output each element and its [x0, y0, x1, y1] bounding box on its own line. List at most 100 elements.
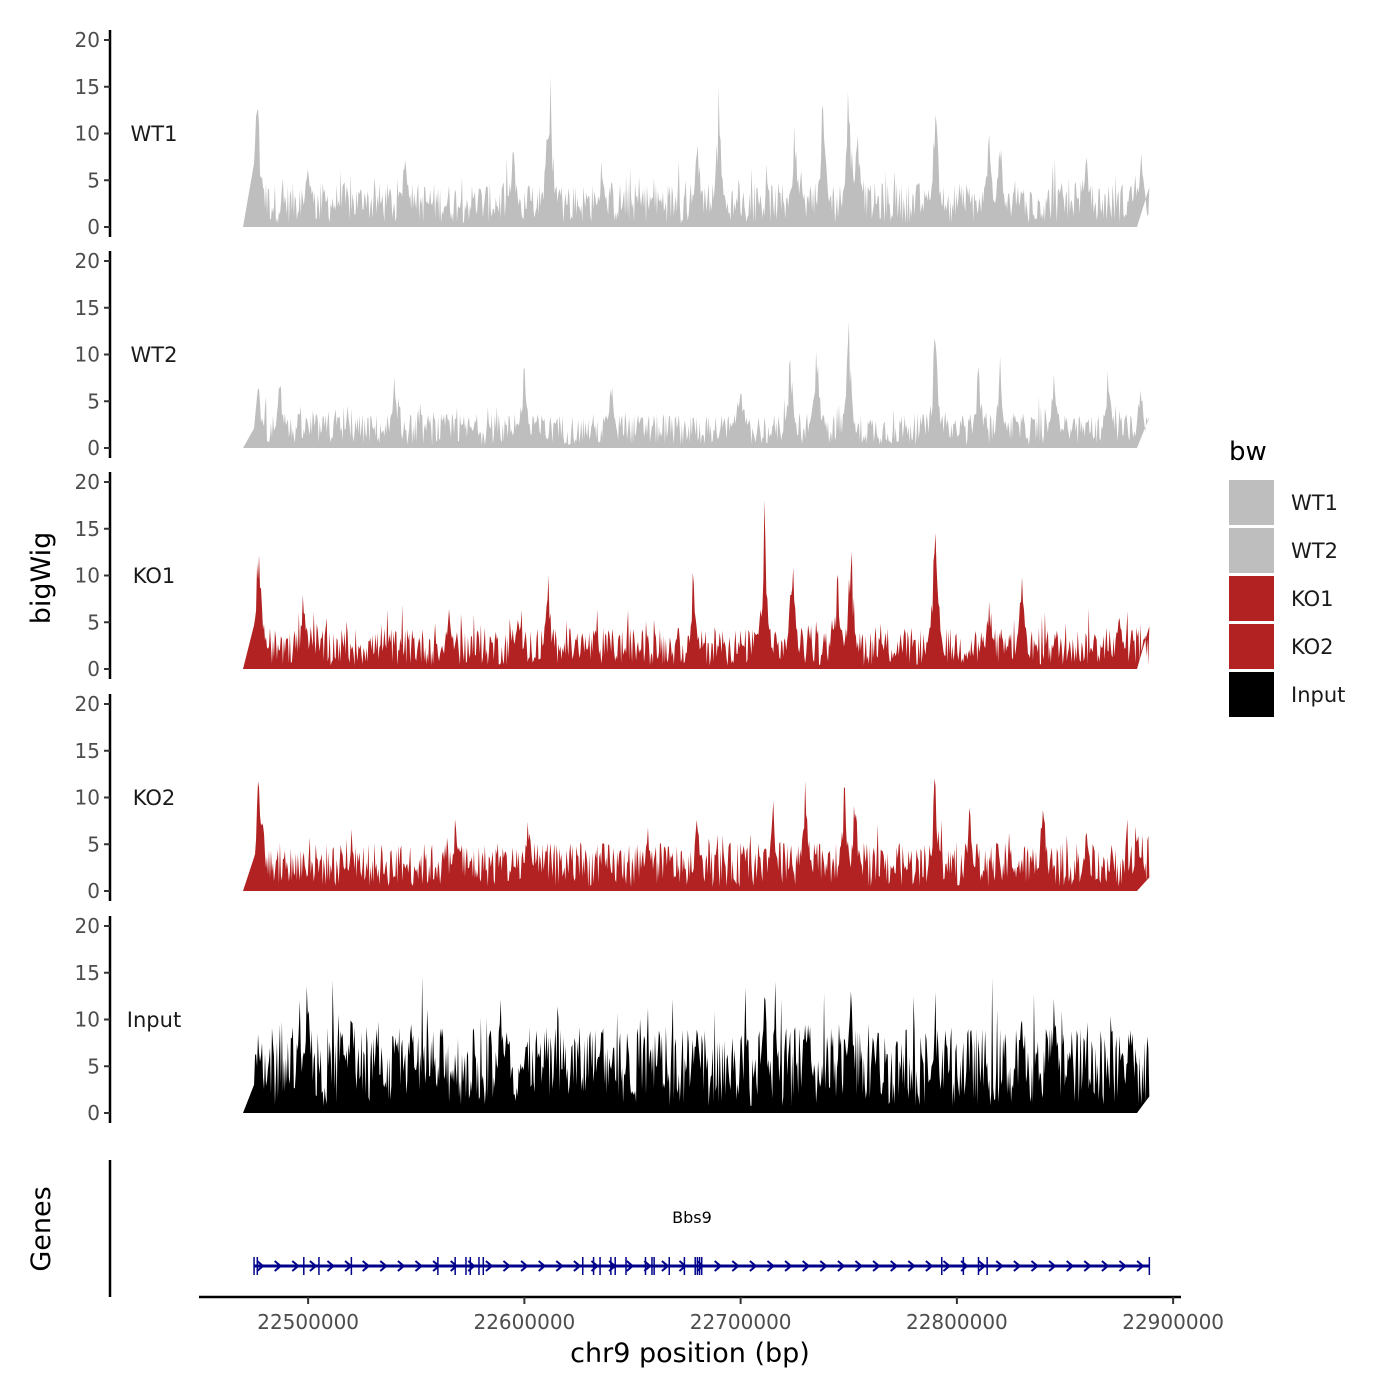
strand-arrow: [1013, 1260, 1022, 1272]
strand-arrow: [1101, 1260, 1110, 1272]
strand-arrow: [714, 1260, 723, 1272]
y-tick-label: 20: [75, 470, 100, 494]
y-tick-label: 10: [75, 343, 100, 367]
y-tick-label: 10: [75, 122, 100, 146]
y-tick-label: 15: [75, 517, 100, 541]
strand-arrow: [485, 1260, 494, 1272]
strand-arrow: [960, 1260, 969, 1272]
gene-label: Bbs9: [672, 1208, 712, 1227]
strand-arrow: [766, 1260, 776, 1272]
legend-swatch-wt2: [1229, 528, 1274, 573]
x-axis-title: chr9 position (bp): [570, 1338, 810, 1369]
y-tick-label: 5: [87, 389, 100, 413]
y-tick-label: 0: [87, 436, 100, 460]
legend: bw WT1 WT2 KO1 KO2 Input: [1229, 437, 1345, 717]
x-axis: 22500000 22600000 22700000 22800000 22900000: [199, 1295, 1224, 1334]
strand-arrow: [590, 1260, 600, 1272]
legend-label-ko2: KO2: [1291, 635, 1334, 659]
signal-area-ko2: [243, 778, 1150, 891]
strand-arrow: [1136, 1260, 1145, 1272]
strand-arrow: [907, 1260, 916, 1272]
strand-arrow: [1030, 1260, 1040, 1272]
y-tick-label: 5: [87, 832, 100, 856]
y-tick-label: 10: [75, 1008, 100, 1032]
strand-arrow: [362, 1260, 371, 1272]
legend-label-wt1: WT1: [1291, 491, 1338, 515]
strand-arrow: [696, 1260, 705, 1272]
legend-label-ko1: KO1: [1291, 587, 1334, 611]
y-tick-label: 10: [75, 564, 100, 588]
signal-area-wt2: [243, 321, 1150, 448]
strand-arrow: [872, 1260, 881, 1272]
strand-arrow: [432, 1260, 441, 1272]
strand-arrow: [1083, 1260, 1092, 1272]
strand-arrow: [326, 1260, 336, 1272]
y-tick-label: 0: [87, 657, 100, 681]
strand-arrow: [608, 1260, 617, 1272]
signal-area-input: [243, 975, 1150, 1113]
strand-arrow: [749, 1260, 758, 1272]
strand-arrow: [678, 1260, 688, 1272]
genes-panel: Bbs9: [108, 1160, 1151, 1297]
strand-arrow: [661, 1260, 670, 1272]
strand-arrow: [854, 1260, 864, 1272]
strand-arrow: [643, 1260, 652, 1272]
y-tick-label: 15: [75, 75, 100, 99]
strand-arrow: [626, 1260, 635, 1272]
y-tick-label: 20: [75, 28, 100, 52]
track-wt1: 0 5 10 15 20 WT1: [75, 28, 1150, 239]
strand-arrow: [978, 1260, 987, 1272]
strand-arrow: [274, 1260, 283, 1272]
track-label: KO1: [133, 564, 176, 588]
strand-arrow: [256, 1260, 265, 1272]
legend-label-input: Input: [1291, 683, 1345, 707]
strand-arrow: [538, 1260, 547, 1272]
legend-swatch-ko1: [1229, 576, 1274, 621]
strand-arrow: [309, 1260, 318, 1272]
legend-title: bw: [1229, 437, 1267, 467]
y-tick-label: 15: [75, 739, 100, 763]
y-tick-label: 10: [75, 786, 100, 810]
y-tick-label: 0: [87, 1101, 100, 1125]
strand-arrow: [414, 1260, 424, 1272]
track-label: KO2: [133, 786, 176, 810]
signal-area-wt1: [243, 76, 1150, 227]
x-tick-label: 22900000: [1122, 1310, 1224, 1334]
y-tick-label: 20: [75, 914, 100, 938]
strand-arrow: [379, 1260, 388, 1272]
strand-arrow: [1118, 1260, 1128, 1272]
strand-arrow: [1048, 1260, 1057, 1272]
strand-arrow: [942, 1260, 952, 1272]
track-ko2: 0 5 10 15 20 KO2: [75, 692, 1150, 903]
signal-area-ko1: [243, 500, 1150, 669]
strand-arrow: [555, 1260, 564, 1272]
x-tick-label: 22800000: [906, 1310, 1008, 1334]
x-tick-label: 22600000: [473, 1310, 575, 1334]
strand-arrow: [1066, 1260, 1075, 1272]
y-tick-label: 0: [87, 215, 100, 239]
y-tick-label: 20: [75, 692, 100, 716]
strand-arrow: [819, 1260, 828, 1272]
strand-arrow: [467, 1260, 476, 1272]
y-tick-label: 15: [75, 296, 100, 320]
genes-axis-title: Genes: [26, 1186, 57, 1271]
legend-swatch-wt1: [1229, 480, 1274, 525]
x-tick-label: 22500000: [257, 1310, 359, 1334]
strand-arrow: [344, 1260, 353, 1272]
x-tick-label: 22700000: [690, 1310, 792, 1334]
y-tick-label: 5: [87, 610, 100, 634]
strand-arrow: [837, 1260, 846, 1272]
y-tick-label: 15: [75, 961, 100, 985]
strand-arrow: [520, 1260, 529, 1272]
legend-label-wt2: WT2: [1291, 539, 1338, 563]
strand-arrow: [450, 1260, 459, 1272]
track-input: 0 5 10 15 20 Input: [75, 914, 1150, 1125]
strand-arrow: [397, 1260, 406, 1272]
track-label: WT2: [131, 343, 178, 367]
signal-tracks: 0 5 10 15 20 WT1 0 5 10 15 20 WT2 0 5 10 15 20 KO1 0 5 10 15 2…: [75, 28, 1150, 1125]
legend-swatch-input: [1229, 672, 1274, 717]
strand-arrow: [995, 1260, 1004, 1272]
strand-arrow: [502, 1260, 512, 1272]
y-tick-label: 5: [87, 168, 100, 192]
